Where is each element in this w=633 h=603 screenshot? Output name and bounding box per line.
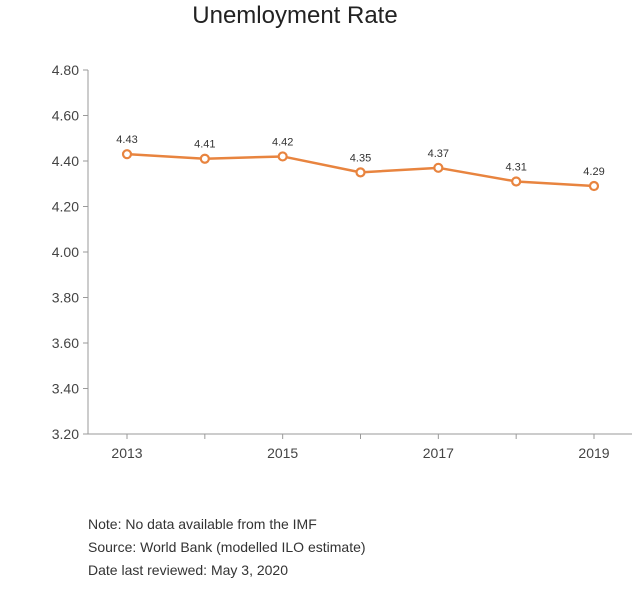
- data-label: 4.29: [583, 166, 604, 178]
- y-tick-label: 3.20: [52, 426, 79, 442]
- x-tick-label: 2019: [578, 445, 609, 461]
- data-label: 4.42: [272, 136, 293, 148]
- x-axis-ticks: 2013 2015 2017 2019: [111, 434, 610, 461]
- data-label: 4.41: [194, 139, 215, 151]
- data-point: [355, 167, 366, 178]
- x-tick-label: 2015: [267, 445, 298, 461]
- y-axis-ticks: 3.20 3.40 3.60 3.80 4.00 4.20 4.40 4.60 4.80: [52, 62, 88, 442]
- data-label: 4.37: [428, 148, 449, 160]
- y-tick-label: 3.40: [52, 381, 79, 397]
- y-tick-label: 4.00: [52, 244, 79, 260]
- data-point: [433, 162, 444, 173]
- reviewed-date-text: Date last reviewed: May 3, 2020: [88, 562, 288, 578]
- data-point: [199, 153, 210, 164]
- note-text: Note: No data available from the IMF: [88, 516, 317, 532]
- y-tick-label: 4.60: [52, 108, 79, 124]
- source-text: Source: World Bank (modelled ILO estimat…: [88, 539, 366, 555]
- data-point: [588, 180, 600, 192]
- y-tick-label: 3.60: [52, 335, 79, 351]
- data-label: 4.43: [116, 134, 137, 146]
- axes: [87, 70, 632, 435]
- x-tick-label: 2017: [423, 445, 454, 461]
- data-point: [121, 149, 133, 160]
- data-point: [511, 176, 522, 187]
- y-tick-label: 4.80: [52, 62, 79, 78]
- y-tick-label: 4.20: [52, 199, 79, 215]
- line-chart: 3.20 3.40 3.60 3.80 4.00 4.20 4.40 4.60 4.80 201…: [52, 62, 632, 461]
- chart-title: Unemloyment Rate: [192, 2, 398, 29]
- data-label: 4.35: [350, 152, 371, 164]
- x-tick-label: 2013: [111, 445, 142, 461]
- y-tick-label: 3.80: [52, 290, 79, 306]
- data-point: [277, 151, 288, 162]
- y-tick-label: 4.40: [52, 153, 79, 169]
- series-group: 4.43 4.41 4.42 4.35 4.37 4.31 4.29: [116, 134, 605, 192]
- chart-notes: Note: No data available from the IMF Sou…: [88, 513, 366, 582]
- data-label: 4.31: [505, 161, 526, 173]
